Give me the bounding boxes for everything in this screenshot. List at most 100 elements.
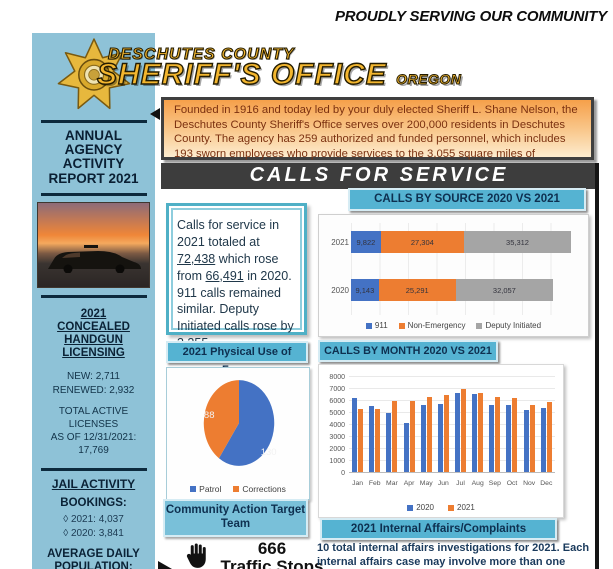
bar-2020 <box>437 403 443 472</box>
x-axis-tick-label: Jan <box>352 480 364 487</box>
bar-2020 <box>352 397 358 472</box>
month-group <box>452 389 469 472</box>
bar-2020 <box>420 405 426 472</box>
x-axis-tick-label: Oct <box>506 480 518 487</box>
calls-summary-box: Calls for service in 2021 totaled at 72,… <box>166 203 307 350</box>
report-title: ANNUAL AGENCY ACTIVITY REPORT 2021 <box>48 128 139 186</box>
bar-2020 <box>540 408 546 472</box>
bar-2020 <box>386 413 392 472</box>
handgun-heading: 2021 CONCEALED HANDGUN LICENSING <box>57 307 130 360</box>
logo-county-text: DESCHUTES COUNTY <box>107 45 295 63</box>
bar-value-label: 35,312 <box>506 237 529 247</box>
x-axis-tick-label: Nov <box>523 480 536 487</box>
bar-2021 <box>426 397 432 472</box>
legend-item: 2021 <box>448 503 475 512</box>
divider <box>40 467 147 472</box>
bar-2021 <box>512 397 518 472</box>
internal-affairs-text: 10 total internal affairs investigations… <box>317 542 590 569</box>
stacked-bar-row: 2021 9,822 27,304 35,312 <box>323 229 582 255</box>
pie-slice-patrol <box>218 380 275 466</box>
handgun-total: TOTAL ACTIVE LICENSES AS OF 12/31/2021: … <box>50 405 137 456</box>
bar-value-label: 32,057 <box>492 285 516 295</box>
legend-label: 2020 <box>416 503 434 512</box>
x-axis-tick-label: Dec <box>540 480 553 487</box>
month-group <box>486 397 503 472</box>
chart-legend: 911 Non-Emergency Deputy Initiated <box>319 321 588 330</box>
month-group <box>366 406 383 472</box>
month-group <box>503 397 520 472</box>
bar-2020 <box>369 406 375 472</box>
bar-2021 <box>546 401 552 472</box>
bar-2021 <box>443 395 449 472</box>
bookings-label: BOOKINGS: <box>60 496 127 509</box>
x-axis-labels: Jan Feb Mar Apr May Jun Jul Aug Sep Oct Nov Dec <box>349 480 555 487</box>
sidebar: ANNUAL AGENCY ACTIVITY REPORT 2021 2021 … <box>32 33 155 569</box>
month-group <box>435 395 452 472</box>
divider <box>40 120 147 123</box>
month-group <box>469 392 486 472</box>
legend-item: Patrol <box>190 484 221 494</box>
bar-2021 <box>409 400 415 472</box>
x-axis-tick-label: Jul <box>456 480 465 487</box>
list-item: ◊ 2021: 4,037 <box>63 514 124 526</box>
bar-2020 <box>403 423 409 472</box>
y-axis-tick-label: 1000 <box>329 458 345 465</box>
legend-item: Non-Emergency <box>398 321 466 330</box>
x-axis-tick-label: Aug <box>471 480 484 487</box>
sheriff-star-badge-icon <box>57 38 130 110</box>
bar-value-label: 27,304 <box>410 237 434 247</box>
suv-silhouette-icon <box>48 244 141 273</box>
stacked-bar-row: 2020 9,143 25,291 32,057 <box>323 277 582 303</box>
category-label: 2021 <box>331 237 349 247</box>
x-axis-tick-label: Mar <box>386 480 398 487</box>
legend-label: Patrol <box>199 484 222 494</box>
chart-legend: 2020 2021 <box>319 503 563 512</box>
y-axis-tick-label: 0 <box>341 470 345 477</box>
calls-by-month-chart: 0 1000 2000 3000 4000 5000 6000 7000 8000 Jan Feb M… <box>318 364 564 518</box>
calls-by-month-header: CALLS BY MONTH 2020 VS 2021 <box>318 340 498 362</box>
bar-2020 <box>455 393 461 472</box>
left-pointer-arrow-icon <box>150 108 160 120</box>
internal-affairs-header: 2021 Internal Affairs/Complaints <box>320 518 557 540</box>
divider <box>40 294 147 298</box>
bar-2021 <box>358 409 364 472</box>
logo-office-text: SHERIFF'S OFFICE OREGON <box>96 57 462 91</box>
total-2021-value: 72,438 <box>177 251 216 266</box>
divider <box>40 192 147 196</box>
bar-value-label: 25,291 <box>405 285 429 295</box>
list-item: ◊ 2020: 3,841 <box>63 528 124 540</box>
bar-2020 <box>472 394 478 472</box>
bookings-list: ◊ 2021: 4,037 ◊ 2020: 3,841 <box>32 513 155 541</box>
legend-item: Deputy Initiated <box>476 321 541 330</box>
month-group <box>383 400 400 472</box>
bar-value-label: 9,822 <box>356 237 376 247</box>
traffic-stops-count: 666 <box>257 539 287 558</box>
adp-label: AVERAGE DAILY POPULATION: <box>47 548 140 569</box>
legend-item: Corrections <box>233 484 286 494</box>
legend-swatch <box>190 486 197 492</box>
stop-hand-icon <box>186 543 206 568</box>
x-axis-tick-label: May <box>419 480 433 487</box>
use-of-force-pie-chart: 130 88 Patrol Corrections <box>166 367 310 500</box>
handgun-new: NEW: 2,711 <box>67 370 120 382</box>
y-axis-tick-label: 4000 <box>329 422 345 429</box>
legend-label: 911 <box>374 321 388 330</box>
bar-groups <box>349 376 555 472</box>
calls-for-service-banner: CALLS FOR SERVICE <box>161 163 597 189</box>
month-group <box>400 400 417 472</box>
x-axis-tick-label: Feb <box>368 480 381 487</box>
logo-state-text: OREGON <box>396 71 462 88</box>
bar-2020 <box>489 404 495 472</box>
right-arrow-icon <box>158 561 172 569</box>
page-edge-line <box>595 163 599 569</box>
month-group <box>538 401 555 472</box>
catt-box: Community Action Target Team <box>163 499 308 537</box>
handgun-renewed: RENEWED: 2,932 <box>52 384 135 396</box>
month-group <box>349 397 366 472</box>
calls-by-source-header: CALLS BY SOURCE 2020 VS 2021 <box>348 188 586 211</box>
intro-paragraph: Founded in 1916 and today led by your du… <box>161 97 594 175</box>
legend-label: Non-Emergency <box>407 321 466 330</box>
bar-segment: 32,057 <box>455 279 554 301</box>
chart-plot-area <box>349 376 555 473</box>
category-label: 2020 <box>331 285 349 295</box>
